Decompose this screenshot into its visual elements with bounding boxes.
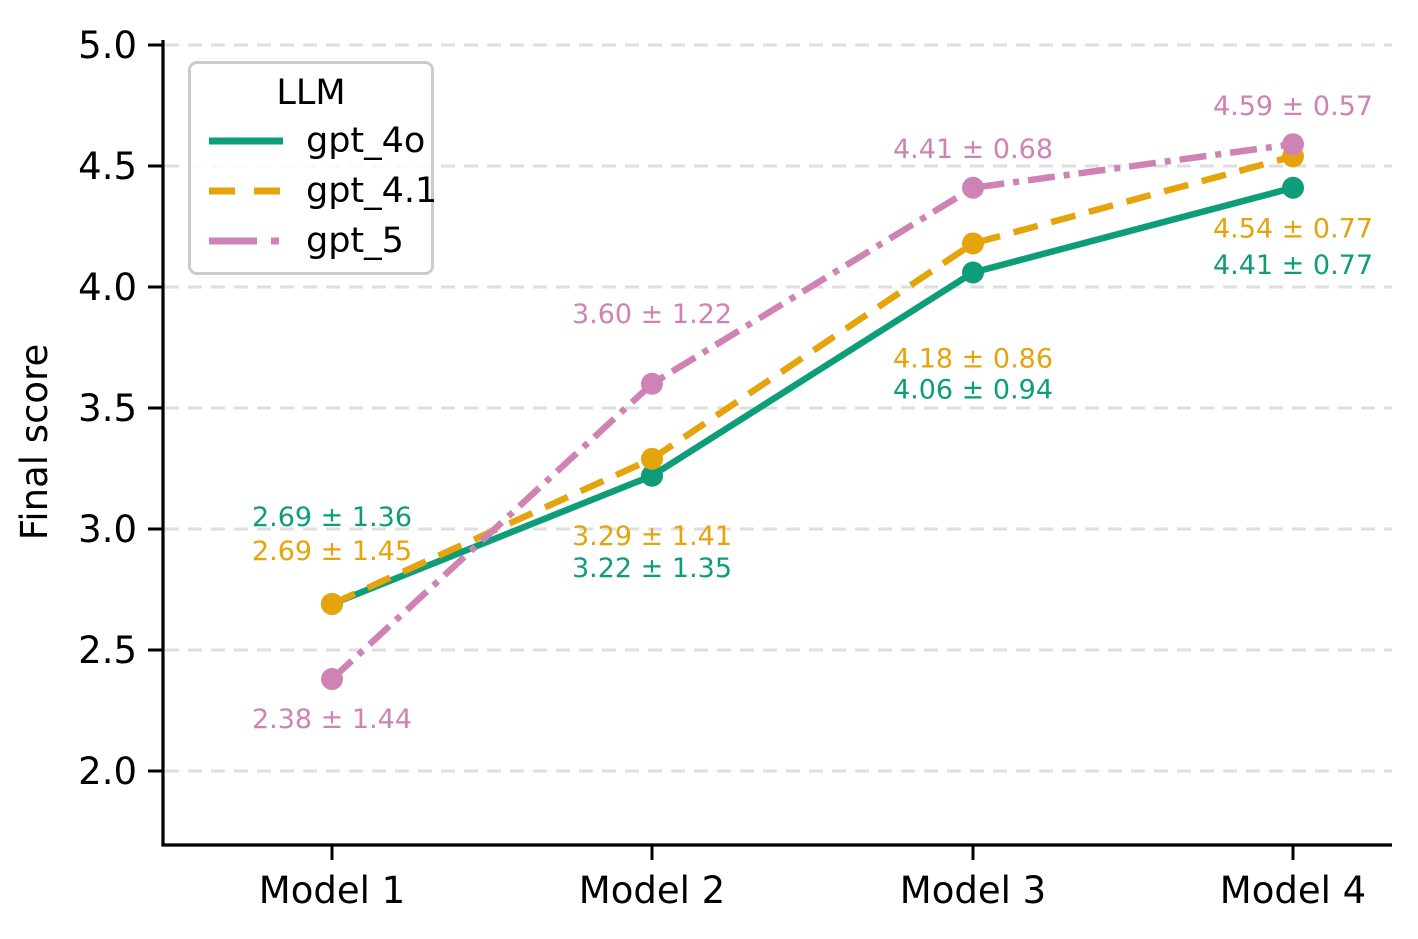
point-label-gpt_4.1: 3.29 ± 1.41 <box>572 521 732 552</box>
point-label-gpt_4o: 4.06 ± 0.94 <box>893 374 1053 405</box>
point-label-gpt_4o: 2.69 ± 1.36 <box>252 502 412 533</box>
x-tick-label: Model 1 <box>259 869 405 912</box>
y-tick-label: 2.0 <box>78 750 137 793</box>
legend-line-sample-solid-icon <box>209 137 283 145</box>
point-label-gpt_4.1: 4.54 ± 0.77 <box>1213 213 1373 244</box>
point-label-gpt_4.1: 4.18 ± 0.86 <box>893 343 1053 374</box>
x-tick-label: Model 2 <box>579 869 725 912</box>
point-label-gpt_4o: 3.22 ± 1.35 <box>572 553 732 584</box>
point-label-gpt_5: 3.60 ± 1.22 <box>572 299 732 330</box>
data-point-gpt_4.1 <box>962 232 984 255</box>
data-point-gpt_5 <box>321 668 343 691</box>
y-tick-label: 4.5 <box>78 145 137 188</box>
data-point-gpt_5 <box>962 176 984 199</box>
legend-label-gpt-4o: gpt_4o <box>306 120 426 161</box>
legend-entry-gpt-4o: gpt_4o <box>191 116 431 166</box>
series-line-gpt_5 <box>329 140 1294 682</box>
legend-label-gpt-5: gpt_5 <box>306 220 404 261</box>
legend-title: LLM <box>276 73 346 113</box>
point-label-gpt_4o: 4.41 ± 0.77 <box>1213 250 1373 281</box>
legend: LLM gpt_4o gpt_4.1 gpt_5 <box>188 61 437 275</box>
data-point-gpt_4o <box>962 261 984 284</box>
point-label-gpt_4.1: 2.69 ± 1.45 <box>252 536 412 567</box>
x-tick-label: Model 4 <box>1220 869 1366 912</box>
data-point-gpt_4.1 <box>641 447 663 470</box>
data-point-gpt_5 <box>641 372 663 395</box>
y-tick-label: 3.0 <box>78 508 137 551</box>
legend-entry-gpt-4-1: gpt_4.1 <box>191 166 437 216</box>
legend-line-sample-dashed-icon <box>209 187 283 195</box>
point-label-gpt_5: 2.38 ± 1.44 <box>252 704 412 735</box>
data-point-gpt_4o <box>1282 176 1304 199</box>
y-axis-title: Final score <box>13 344 56 540</box>
y-tick-label: 2.5 <box>78 629 137 672</box>
y-tick-label: 5.0 <box>78 24 137 67</box>
y-tick-label: 4.0 <box>78 266 137 309</box>
y-tick-label: 3.5 <box>78 387 137 430</box>
point-label-gpt_5: 4.41 ± 0.68 <box>893 134 1053 165</box>
point-label-gpt_5: 4.59 ± 0.57 <box>1213 91 1373 122</box>
legend-line-sample-dashdot-icon <box>209 237 283 245</box>
x-tick-label: Model 3 <box>900 869 1046 912</box>
data-point-gpt_4o <box>641 464 663 487</box>
data-point-gpt_5 <box>1282 133 1304 156</box>
legend-entry-gpt-5: gpt_5 <box>191 216 431 266</box>
legend-label-gpt-4-1: gpt_4.1 <box>306 170 438 211</box>
series-line-gpt_4o <box>330 184 1294 608</box>
data-point-gpt_4.1 <box>321 593 343 616</box>
